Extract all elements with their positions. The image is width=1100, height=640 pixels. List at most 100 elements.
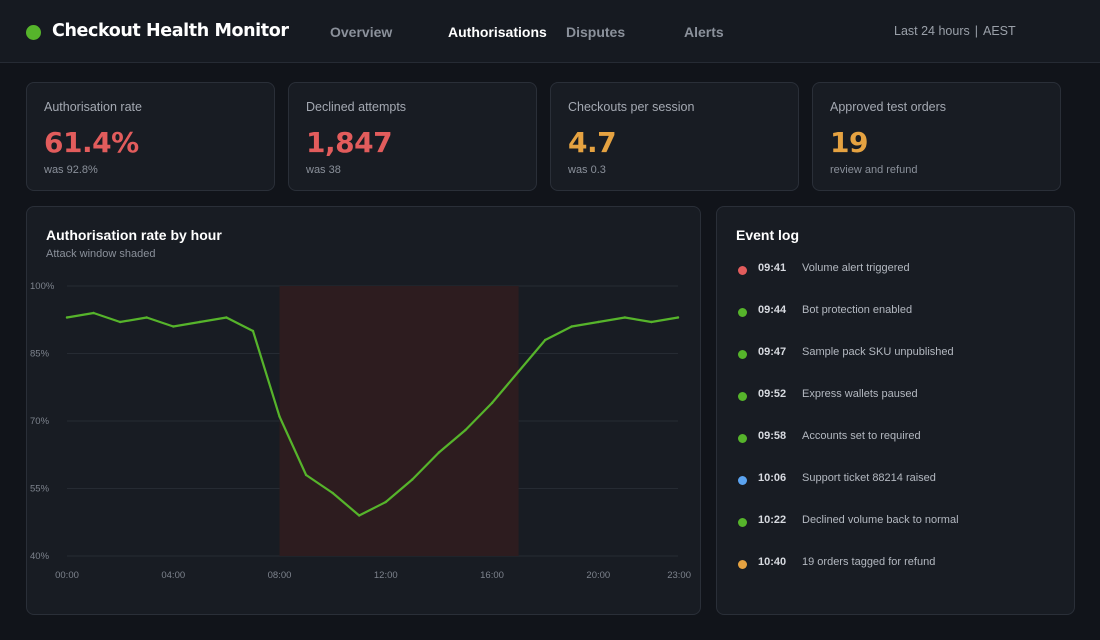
event-log-item: 09:44 Bot protection enabled [736,304,1066,320]
kpi-label: Checkouts per session [568,100,695,114]
event-description: Declined volume back to normal [802,514,959,526]
top-bar: Checkout Health Monitor Overview Authori… [0,0,1100,63]
kpi-value: 4.7 [568,126,617,159]
event-time: 09:52 [758,388,787,400]
data-point [650,320,653,324]
chart-axes: 100% 85% 70% 55% 40% 00:00 04:00 08:00 12:00 16:0… [30,281,691,581]
x-tick-label: 23:00 [667,570,691,581]
data-point [92,311,95,315]
data-point [198,320,202,324]
kpi-card-approved-test-orders: Approved test orders 19 review and refun… [812,82,1061,191]
event-log-item: 09:41 Volume alert triggered [736,262,1066,278]
data-point [543,338,547,342]
attack-window-shade [279,286,519,556]
data-point [676,316,680,319]
timezone-label: AEST [983,24,1016,38]
tab-overview[interactable]: Overview [330,24,393,40]
chart-title: Authorisation rate by hour [46,227,222,243]
event-log-item: 09:58 Accounts set to required [736,430,1066,446]
data-point [172,325,175,328]
event-status-dot-icon [738,476,747,485]
kpi-value: 19 [830,126,868,159]
event-time: 09:41 [758,262,787,274]
x-tick-label: 20:00 [586,570,610,581]
data-point [597,320,600,324]
data-point [384,500,387,504]
kpi-label: Approved test orders [830,100,947,114]
data-point [490,401,494,405]
data-point [225,316,228,319]
event-time: 10:40 [758,556,787,568]
time-range-label: Last 24 hours [894,24,970,38]
data-point [331,491,334,495]
app-title: Checkout Health Monitor [52,21,289,41]
data-point [145,316,148,319]
x-tick-label: 00:00 [55,570,79,581]
x-tick-label: 12:00 [374,570,398,581]
x-tick-label: 08:00 [268,570,292,581]
event-time: 09:47 [758,346,787,358]
separator: | [974,24,978,38]
data-point [464,428,467,432]
event-log-item: 10:22 Declined volume back to normal [736,514,1066,530]
data-point [118,320,122,324]
tab-authorisations[interactable]: Authorisations [448,24,547,40]
event-log-item: 09:52 Express wallets paused [736,388,1066,404]
event-time: 09:44 [758,304,787,316]
time-range-selector[interactable]: Last 24 hours | AEST [894,24,1016,38]
event-log-panel: Event log 09:41 Volume alert triggered 09:… [716,206,1075,615]
y-tick-label: 100% [30,281,55,292]
event-time: 09:58 [758,430,787,442]
kpi-previous: was 92.8% [44,164,98,176]
authorisation-rate-line [65,311,680,517]
event-log-item: 10:40 19 orders tagged for refund [736,556,1066,572]
kpi-value: 1,847 [306,126,393,159]
data-point [251,329,255,333]
kpi-previous: was 38 [306,164,341,176]
authorisation-rate-chart: 100% 85% 70% 55% 40% 00:00 04:00 08:00 12:00 16:0… [30,281,691,581]
y-tick-label: 40% [30,551,50,562]
data-point [304,473,308,477]
event-description: Bot protection enabled [802,304,913,316]
event-status-dot-icon [738,308,747,317]
event-status-dot-icon [738,560,747,569]
event-status-dot-icon [738,350,747,359]
event-status-dot-icon [738,518,747,527]
event-status-dot-icon [738,434,747,443]
kpi-card-authorisation-rate: Authorisation rate 61.4% was 92.8% [26,82,275,191]
event-time: 10:22 [758,514,787,526]
status-dot-icon [26,25,41,40]
kpi-value: 61.4% [44,126,139,159]
event-description: Support ticket 88214 raised [802,472,936,484]
tab-alerts[interactable]: Alerts [684,24,724,40]
event-description: Sample pack SKU unpublished [802,346,954,358]
event-time: 10:06 [758,472,787,484]
event-log-item: 09:47 Sample pack SKU unpublished [736,346,1066,362]
chart-series [65,311,680,517]
kpi-previous: was 0.3 [568,164,606,176]
data-point [358,514,361,517]
data-point [623,316,627,319]
kpi-label: Authorisation rate [44,100,142,114]
event-status-dot-icon [738,392,747,401]
event-description: Express wallets paused [802,388,918,400]
event-status-dot-icon [738,266,747,275]
data-point [65,316,69,319]
attack-window-layer [279,286,519,556]
data-point [411,478,414,481]
event-log-title: Event log [736,227,800,243]
y-tick-label: 85% [30,349,50,360]
event-description: Volume alert triggered [802,262,910,274]
y-tick-label: 55% [30,484,50,495]
x-tick-label: 16:00 [480,570,504,581]
data-point [278,415,281,418]
x-tick-label: 04:00 [161,570,185,581]
kpi-card-declined-attempts: Declined attempts 1,847 was 38 [288,82,537,191]
chart-subtitle: Attack window shaded [46,248,156,260]
kpi-card-checkouts-per-session: Checkouts per session 4.7 was 0.3 [550,82,799,191]
kpi-note: review and refund [830,164,918,176]
tab-disputes[interactable]: Disputes [566,24,626,40]
data-point [517,370,520,373]
event-log-item: 10:06 Support ticket 88214 raised [736,472,1066,488]
event-description: Accounts set to required [802,430,921,442]
